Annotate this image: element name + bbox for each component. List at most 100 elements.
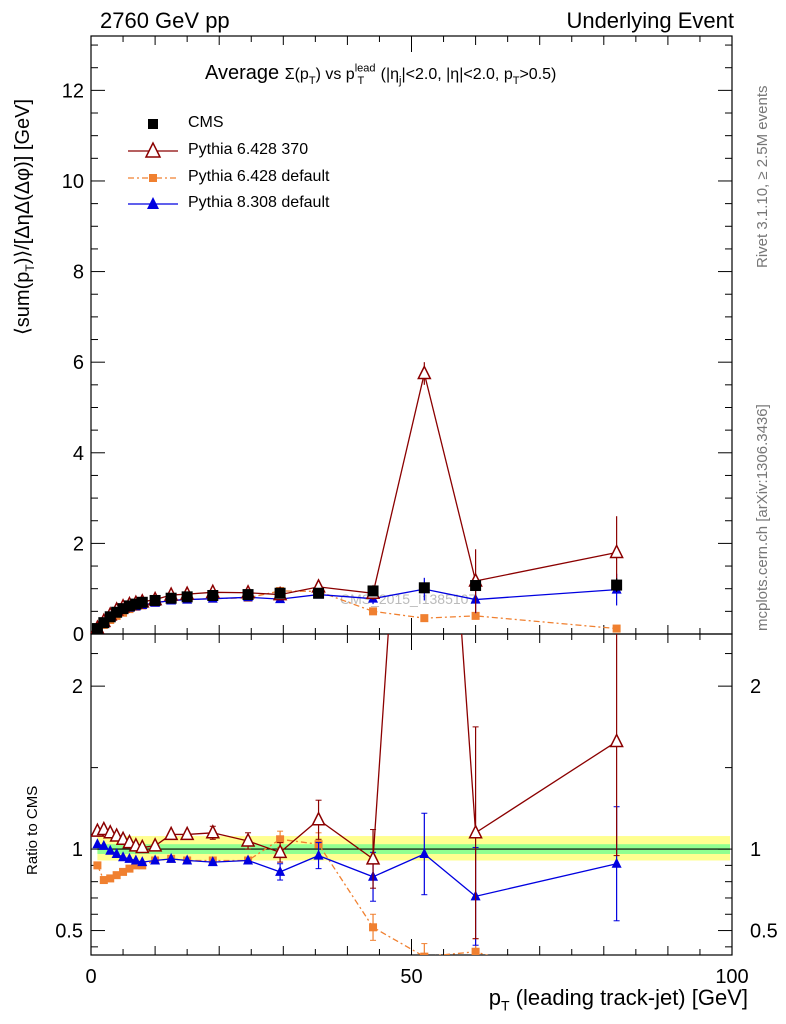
main-series-0: [91, 578, 623, 635]
plot-title-sup-lead: lead: [354, 62, 376, 75]
plot-title-sigma: Σ(p: [284, 66, 309, 83]
legend-label-cms: CMS: [188, 114, 224, 131]
main-point: [274, 587, 286, 599]
main-point: [471, 611, 480, 620]
ratio-point: [166, 852, 177, 863]
main-ytick-label: 12: [62, 80, 84, 102]
ratio-point: [609, 732, 624, 748]
plot-title-cuts3: >0.5): [519, 66, 557, 83]
ratio-point: [276, 835, 285, 844]
ratio-point: [118, 851, 129, 862]
ratio-ytick-label-right: 1: [750, 839, 761, 861]
main-ytick-label: 2: [73, 533, 84, 555]
header-right: Underlying Event: [566, 8, 734, 33]
main-point: [117, 603, 129, 615]
main-point: [609, 543, 624, 559]
ratio-point: [420, 952, 429, 955]
ratio-ytick-label-right: 0.5: [750, 921, 778, 943]
ratio-series-line: [97, 634, 617, 861]
ratio-point: [369, 923, 378, 932]
main-point: [149, 594, 161, 606]
main-panel: 0 2 4 6 8 10 12: [62, 35, 733, 646]
ratio-point: [240, 832, 256, 847]
ratio-point: [119, 867, 128, 876]
main-point: [165, 592, 177, 604]
main-point: [98, 617, 110, 629]
main-point: [612, 624, 621, 633]
ratio-xtick-label: 0: [85, 966, 96, 988]
ratio-xtick-label: 50: [400, 966, 422, 988]
ratio-point: [468, 824, 483, 839]
main-point: [369, 607, 378, 616]
main-point: [470, 580, 482, 592]
ratio-point: [124, 852, 135, 863]
main-point: [91, 623, 103, 635]
main-ytick-label: 0: [73, 624, 84, 646]
plot-title: Average Σ(pT) vs pleadT (|ηj|<2.0, |η|<2…: [205, 62, 556, 87]
xlabel-text: pT (leading track-jet) [GeV]: [488, 985, 748, 1014]
main-point: [367, 585, 379, 597]
ratio-panel: 0.5 0.51 12 20 50 100: [55, 93, 778, 998]
ratio-point: [182, 854, 193, 865]
ratio-ytick-label: 0.5: [55, 921, 83, 943]
ratio-point: [135, 838, 150, 854]
legend-label-p6-370: Pythia 6.428 370: [188, 141, 309, 158]
ratio-point: [419, 847, 430, 858]
main-series-line: [96, 373, 617, 629]
plot-title-sub-j: j: [399, 75, 402, 87]
ratio-point: [205, 824, 221, 839]
legend-marker-p6-default: [149, 174, 157, 182]
ratio-point: [207, 856, 218, 867]
ratio-point: [111, 847, 122, 858]
ratio-point: [179, 825, 195, 841]
main-point: [130, 598, 142, 610]
ratio-point: [98, 839, 109, 850]
ratio-xlabel: pT (leading track-jet) [GeV]: [489, 985, 748, 1013]
main-point: [611, 579, 623, 591]
ratio-point: [311, 811, 326, 826]
main-point: [417, 364, 432, 380]
plot-title-sub-t: T: [308, 75, 316, 87]
ratio-point: [611, 857, 622, 868]
ratio-point: [125, 864, 134, 873]
ratio-point: [105, 844, 116, 855]
main-ytick-label: 10: [62, 171, 84, 193]
ratio-point: [613, 990, 621, 998]
ratio-point: [92, 838, 103, 849]
ratio-point: [112, 871, 121, 880]
main-point: [207, 589, 219, 601]
main-point: [313, 587, 325, 599]
main-point: [418, 582, 430, 594]
ratio-point: [130, 854, 141, 865]
header-left: 2760 GeV pp: [100, 8, 230, 33]
main-point: [420, 614, 429, 623]
main-point: [136, 596, 148, 608]
ratio-point: [163, 825, 179, 841]
legend-marker-cms: [148, 119, 158, 129]
legend-markers: [128, 119, 178, 209]
plot-title-prefix: Average: [205, 62, 280, 84]
main-point: [242, 589, 254, 601]
legend-marker-p6-370: [144, 141, 162, 158]
ratio-point: [418, 93, 430, 105]
ratio-point: [313, 849, 324, 860]
ratio-point: [243, 854, 254, 865]
ratio-frame: [90, 633, 733, 956]
ratio-point: [471, 947, 480, 955]
main-ytick-label: 6: [73, 352, 84, 374]
ratio-point: [150, 854, 161, 865]
ratio-ytick-label-right: 2: [750, 676, 761, 698]
ratio-point: [275, 865, 286, 876]
ratio-point: [365, 850, 381, 865]
main-frame: [90, 35, 733, 635]
ratio-series-0: [91, 93, 624, 940]
legend-marker-p8-default: [147, 197, 159, 209]
plot-title-sub-lead: T: [357, 75, 365, 87]
plot-title-sub-pt: T: [512, 75, 520, 87]
ratio-point: [93, 861, 102, 870]
main-series-1: [90, 362, 624, 634]
ratio-ytick-label: 1: [72, 839, 83, 861]
main-point: [104, 611, 116, 623]
legend-label-p6-default: Pythia 6.428 default: [188, 168, 330, 185]
